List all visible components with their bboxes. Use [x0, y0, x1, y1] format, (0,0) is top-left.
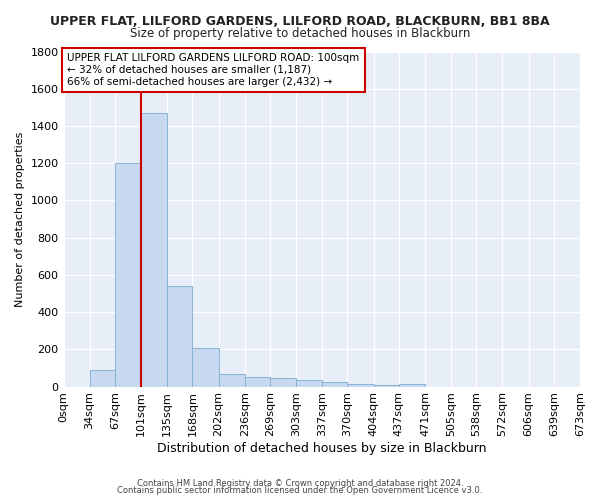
Bar [322, 382, 347, 386]
Text: UPPER FLAT LILFORD GARDENS LILFORD ROAD: 100sqm
← 32% of detached houses are sma: UPPER FLAT LILFORD GARDENS LILFORD ROAD:… [67, 54, 359, 86]
Bar [218, 374, 245, 386]
Bar [193, 348, 218, 387]
Text: UPPER FLAT, LILFORD GARDENS, LILFORD ROAD, BLACKBURN, BB1 8BA: UPPER FLAT, LILFORD GARDENS, LILFORD ROA… [50, 15, 550, 28]
X-axis label: Distribution of detached houses by size in Blackburn: Distribution of detached houses by size … [157, 442, 487, 455]
Bar [296, 380, 322, 386]
Bar [115, 163, 141, 386]
Bar [89, 370, 115, 386]
Bar [141, 113, 167, 386]
Text: Contains public sector information licensed under the Open Government Licence v3: Contains public sector information licen… [118, 486, 482, 495]
Y-axis label: Number of detached properties: Number of detached properties [15, 132, 25, 306]
Bar [167, 286, 193, 386]
Bar [399, 384, 425, 386]
Bar [374, 384, 399, 386]
Bar [245, 378, 270, 386]
Bar [347, 384, 374, 386]
Text: Size of property relative to detached houses in Blackburn: Size of property relative to detached ho… [130, 28, 470, 40]
Text: Contains HM Land Registry data © Crown copyright and database right 2024.: Contains HM Land Registry data © Crown c… [137, 478, 463, 488]
Bar [270, 378, 296, 386]
